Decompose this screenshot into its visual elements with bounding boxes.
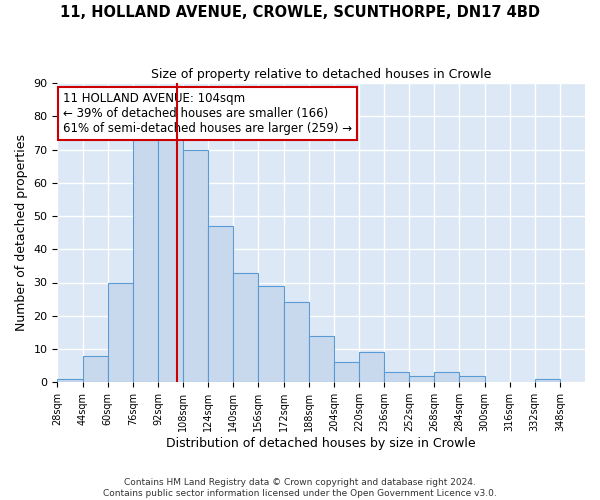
Bar [233, 272, 259, 382]
Text: 11, HOLLAND AVENUE, CROWLE, SCUNTHORPE, DN17 4BD: 11, HOLLAND AVENUE, CROWLE, SCUNTHORPE, … [60, 5, 540, 20]
Bar [107, 282, 133, 382]
Title: Size of property relative to detached houses in Crowle: Size of property relative to detached ho… [151, 68, 491, 80]
Bar [158, 136, 183, 382]
Bar [460, 376, 485, 382]
Bar [409, 376, 434, 382]
X-axis label: Distribution of detached houses by size in Crowle: Distribution of detached houses by size … [166, 437, 476, 450]
Bar [208, 226, 233, 382]
Y-axis label: Number of detached properties: Number of detached properties [15, 134, 28, 331]
Bar [308, 336, 334, 382]
Bar [434, 372, 460, 382]
Text: Contains HM Land Registry data © Crown copyright and database right 2024.
Contai: Contains HM Land Registry data © Crown c… [103, 478, 497, 498]
Bar [535, 379, 560, 382]
Bar [58, 379, 83, 382]
Bar [284, 302, 308, 382]
Bar [83, 356, 107, 382]
Bar [183, 150, 208, 382]
Bar [384, 372, 409, 382]
Text: 11 HOLLAND AVENUE: 104sqm
← 39% of detached houses are smaller (166)
61% of semi: 11 HOLLAND AVENUE: 104sqm ← 39% of detac… [62, 92, 352, 135]
Bar [334, 362, 359, 382]
Bar [133, 140, 158, 382]
Bar [259, 286, 284, 382]
Bar [359, 352, 384, 382]
